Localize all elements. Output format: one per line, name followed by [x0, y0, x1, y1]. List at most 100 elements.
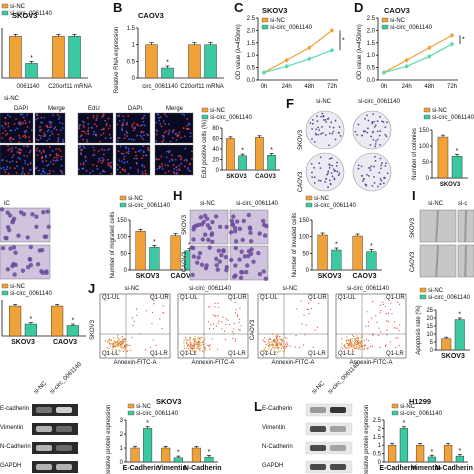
flow-event: [280, 338, 282, 341]
edu-image-cell: [35, 138, 38, 141]
flow-event: [398, 344, 400, 347]
flow-event: [389, 341, 392, 343]
colony-dish: [352, 110, 392, 150]
flow-event: [386, 320, 388, 322]
edu-image-cell: [137, 124, 139, 127]
edu-image-cell: [1, 136, 4, 139]
flow-event: [193, 344, 195, 346]
edu-image: [115, 112, 151, 144]
colony: [372, 130, 375, 133]
flow-event: [189, 345, 191, 347]
L-ytick-label: 2.5: [373, 418, 382, 424]
flow-event: [282, 347, 285, 349]
flow-event: [236, 314, 239, 316]
flow-xaxis-label: Annexin-FITC-A: [191, 360, 234, 366]
flow-event: [276, 339, 278, 341]
colony: [331, 175, 334, 178]
flow-event: [224, 330, 226, 332]
edu-image-cell: [85, 132, 87, 135]
K-significance: *: [72, 318, 75, 325]
C-ytick-label: 2.5: [247, 16, 256, 22]
edu-image-cell: [120, 160, 123, 163]
edu-image-cell: [82, 145, 85, 148]
colony: [374, 160, 377, 162]
panel-h-legend-swatch: [305, 195, 313, 201]
edu-image-cell: [172, 137, 174, 139]
edu-image-cell: [93, 123, 96, 126]
panel-h-row-label: CAOV3: [182, 251, 188, 272]
invasion-image-cell: [223, 255, 229, 260]
edu-image-cell: [130, 138, 133, 141]
KB-significance: *: [208, 449, 211, 456]
edu-image-cell: [183, 135, 186, 138]
D-ytick-label: 0.0: [367, 78, 376, 84]
flow-event: [397, 337, 399, 339]
edu-image-cell: [162, 168, 164, 170]
panel-e-header: Merge: [48, 106, 66, 112]
edu-image-cell: [99, 172, 102, 175]
flow-event: [269, 342, 271, 344]
flow-event: [186, 341, 188, 343]
edu-image-cell: [175, 169, 178, 171]
flow-event: [352, 344, 355, 347]
migration-image-cell: [42, 234, 48, 239]
flow-event: [394, 327, 396, 329]
flow-event: [183, 345, 185, 347]
invasion-image-cell: [247, 225, 253, 230]
flow-event: [195, 351, 197, 353]
edu-image-cell: [122, 152, 125, 155]
edu-image-cell: [123, 162, 126, 164]
colony: [378, 171, 381, 174]
edu-image-cell: [86, 117, 89, 119]
edu-image-cell: [159, 166, 161, 168]
panel-letter-d: D: [354, 0, 363, 15]
edu-image-cell: [182, 127, 185, 129]
edu-image-cell: [126, 121, 128, 124]
edu-image-cell: [162, 135, 165, 137]
G-ytick-label: 150: [117, 218, 128, 224]
flow-event: [279, 350, 281, 352]
flow-event: [358, 342, 360, 344]
G-bar: [135, 231, 146, 271]
flow-event: [239, 318, 241, 320]
edu-image-cell: [165, 156, 168, 159]
edu-image-cell: [87, 132, 90, 135]
flow-event: [295, 334, 297, 337]
flow-event: [316, 326, 319, 328]
edu-image-cell: [118, 115, 120, 118]
flow-event: [318, 302, 320, 304]
edu-image-cell: [180, 136, 182, 139]
flow-event: [153, 299, 155, 302]
edu-image-cell: [103, 128, 105, 130]
colony: [318, 179, 320, 182]
colony: [366, 131, 369, 134]
edu-image-cell: [28, 151, 31, 154]
edu-image-cell: [3, 127, 5, 129]
flow-event: [124, 346, 126, 348]
edu-image-cell: [186, 118, 189, 120]
edu-image-cell: [167, 170, 170, 173]
edu-image-cell: [129, 166, 132, 169]
edu-image-cell: [44, 134, 47, 136]
edu-image-cell: [41, 160, 44, 163]
edu-image-cell: [7, 122, 10, 125]
flow-event: [121, 346, 123, 348]
flow-event: [269, 338, 272, 340]
edu-image-cell: [122, 169, 125, 171]
flow-event: [384, 345, 386, 347]
colony: [379, 183, 382, 186]
flow-event: [312, 346, 314, 348]
colony: [374, 145, 377, 148]
flow-event: [277, 344, 279, 347]
flow-event: [191, 350, 194, 352]
flow-event: [194, 344, 196, 346]
flow-event: [136, 308, 138, 310]
invasion-image-cell: [261, 218, 266, 224]
flow-event: [161, 328, 163, 330]
K-xcat: CAOV3: [53, 339, 77, 346]
flow-event: [199, 347, 202, 349]
flow-quadrant-label: Q1-UR: [228, 295, 247, 301]
edu-image-cell: [19, 158, 21, 160]
edu-image-cell: [81, 130, 84, 133]
edu-image-cell: [19, 148, 22, 150]
